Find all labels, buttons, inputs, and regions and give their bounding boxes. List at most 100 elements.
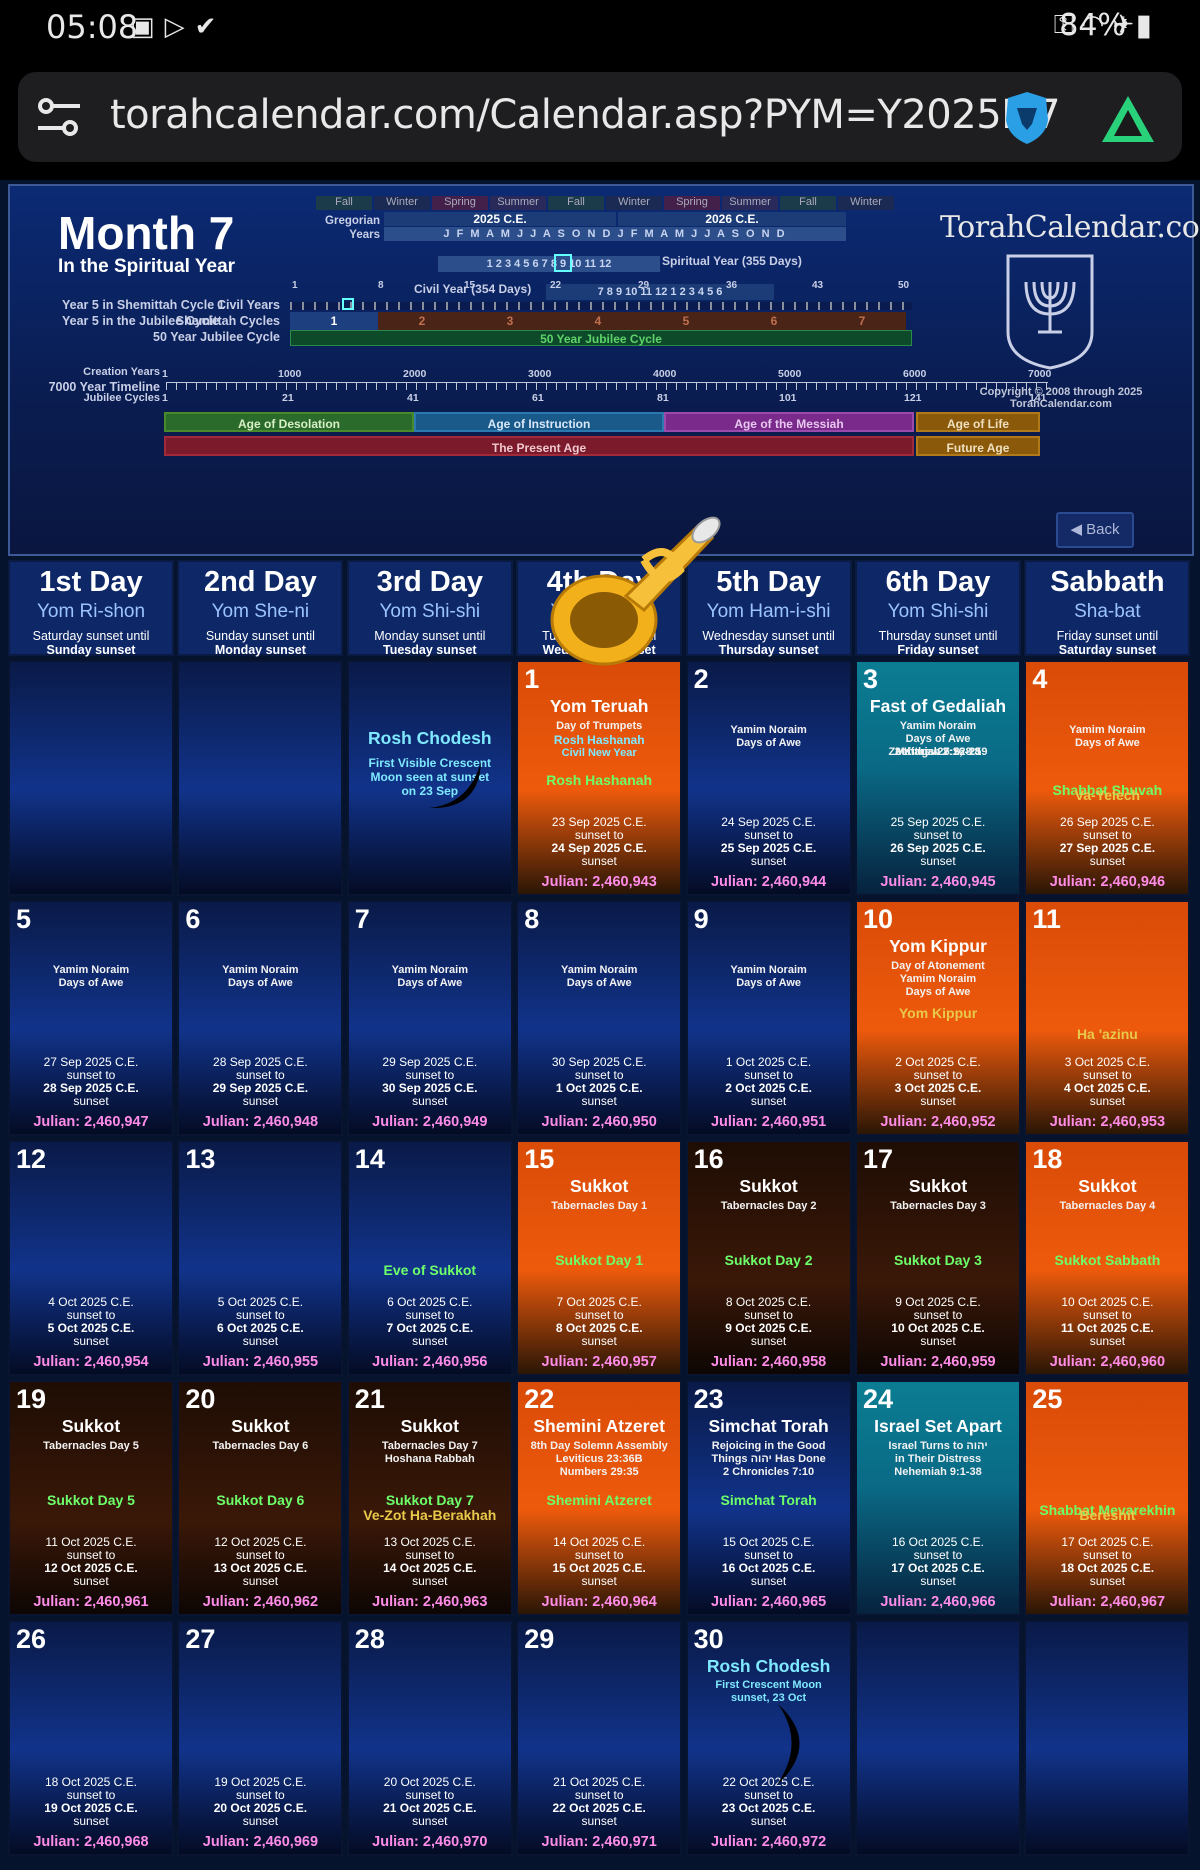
- holiday-subtitle: Tabernacles Day 4: [1059, 1200, 1156, 1212]
- shemittah-cycles-label: Shemittah Cycles: [175, 314, 280, 328]
- weekday-name: 6th Day: [885, 566, 991, 598]
- date-range: 25 Sep 2025 C.E. sunset to 26 Sep 2025 C.E…: [890, 815, 986, 868]
- address-bar[interactable]: torahcalendar.com/Calendar.asp?PYM=Y2025…: [18, 72, 1182, 162]
- day-cell[interactable]: 18 Sukkot Tabernacles Day 4 Sukkot Sabbath 1…: [1024, 1140, 1191, 1376]
- day-number: 3: [863, 664, 879, 694]
- site-settings-icon[interactable]: [34, 92, 84, 142]
- year-tick: 50: [898, 280, 910, 291]
- holiday-subtitle: Yamim Noraim: [730, 724, 807, 736]
- julian-day: Julian: 2,460,964: [541, 1594, 657, 1610]
- empty-day-cell: [1024, 1620, 1191, 1856]
- notification-icons: ▣▷✔: [130, 12, 226, 42]
- day-cell[interactable]: 24 Israel Set Apart Israel Turns to יהוה in…: [855, 1380, 1021, 1616]
- day-cell[interactable]: 17 Sukkot Tabernacles Day 3 Sukkot Day 3 9 O…: [855, 1140, 1021, 1376]
- season-label: Fall: [316, 196, 372, 210]
- date-range: 19 Oct 2025 C.E. sunset to 20 Oct 2025 C.E…: [213, 1775, 308, 1828]
- age-messiah-bar[interactable]: Age of the Messiah: [664, 412, 914, 432]
- day-cell[interactable]: 1 Yom Teruah Day of Trumpets Rosh Hashanah C…: [516, 660, 683, 896]
- day-cell[interactable]: 8 Yamim Noraim Days of Awe 30 Sep 2025 C.E.…: [516, 900, 683, 1136]
- vpn-triangle-icon[interactable]: [1100, 94, 1156, 144]
- season-label: Fall: [780, 196, 836, 210]
- day-cell[interactable]: 12 4 Oct 2025 C.E. sunset to 5 Oct 2025 C.E…: [8, 1140, 174, 1376]
- day-cell[interactable]: 30 Rosh Chodesh First Crescent Moon sunset,…: [685, 1620, 852, 1856]
- day-cell[interactable]: 10 Yom Kippur Day of Atonement Yamim Noraim…: [855, 900, 1021, 1136]
- day-cell[interactable]: 22 Shemini Atzeret 8th Day Solemn Assembly…: [516, 1380, 683, 1616]
- age-instruction-bar[interactable]: Age of Instruction: [414, 412, 664, 432]
- julian-day: Julian: 2,460,947: [33, 1114, 149, 1130]
- day-number: 10: [863, 904, 894, 934]
- julian-day: Julian: 2,460,952: [880, 1114, 996, 1130]
- weekday-hebrew: Yom She-ni: [211, 601, 310, 622]
- observance-label: Sukkot Day 3: [894, 1252, 982, 1268]
- day-cell[interactable]: 4 Yamim Noraim Days of Awe Shabbat Shuvah Va…: [1024, 660, 1191, 896]
- weekday-range: Saturday sunset until Sunday sunset: [32, 629, 150, 657]
- crescent-moon-icon: [428, 762, 481, 809]
- holiday-subtitle: Days of Awe: [736, 977, 801, 989]
- observance-label: Sukkot Day 5: [47, 1492, 135, 1508]
- season-label: Spring: [432, 196, 488, 210]
- day-cell[interactable]: 29 21 Oct 2025 C.E. sunset to 22 Oct 2025 C…: [516, 1620, 683, 1856]
- url-text[interactable]: torahcalendar.com/Calendar.asp?PYM=Y2025…: [110, 92, 1061, 138]
- spiritual-year-label: Spiritual Year (355 Days): [662, 254, 802, 268]
- age-life-bar[interactable]: Age of Life: [916, 412, 1040, 432]
- day-number: 16: [693, 1144, 724, 1174]
- holiday-subtitle: Israel Turns to יהוה: [888, 1440, 988, 1452]
- day-cell[interactable]: 6 Yamim Noraim Days of Awe 28 Sep 2025 C.E.…: [177, 900, 344, 1136]
- julian-day: Julian: 2,460,945: [880, 874, 996, 890]
- holiday-title: Fast of Gedaliah: [869, 696, 1007, 716]
- day-cell[interactable]: 19 Sukkot Tabernacles Day 5 Sukkot Day 5 11 …: [8, 1380, 174, 1616]
- timeline-label: 7000 Year Timeline: [48, 380, 160, 394]
- day-cell[interactable]: 9 Yamim Noraim Days of Awe 1 Oct 2025 C.E. s…: [685, 900, 852, 1136]
- moon-note: First Crescent Moon: [715, 1679, 822, 1691]
- date-range: 20 Oct 2025 C.E. sunset to 21 Oct 2025 C.E…: [383, 1775, 477, 1828]
- day-cell[interactable]: 21 Sukkot Tabernacles Day 7 Hoshana Rabbah S…: [346, 1380, 513, 1616]
- day-cell[interactable]: 20 Sukkot Tabernacles Day 6 Sukkot Day 6 12 …: [177, 1380, 344, 1616]
- holiday-title: Sukkot: [908, 1176, 968, 1196]
- date-range: 7 Oct 2025 C.E. sunset to 8 Oct 2025 C.E. s…: [555, 1295, 643, 1348]
- back-button[interactable]: ◀ Back: [1056, 512, 1134, 548]
- current-month-marker: [554, 254, 572, 272]
- day-cell[interactable]: 7 Yamim Noraim Days of Awe 29 Sep 2025 C.E.…: [346, 900, 513, 1136]
- day-cell[interactable]: 2 Yamim Noraim Days of Awe 24 Sep 2025 C.E.…: [685, 660, 852, 896]
- day-cell[interactable]: 16 Sukkot Tabernacles Day 2 Sukkot Day 2 8 O…: [685, 1140, 852, 1376]
- site-logo[interactable]: TorahCalendar.com: [940, 210, 1200, 245]
- day-cell[interactable]: 25 Shabbat Mevarekhin Bereshit 17 Oct 2025 …: [1024, 1380, 1191, 1616]
- day-cell[interactable]: 23 Simchat Torah Rejoicing in the Good Thin…: [685, 1380, 852, 1616]
- civil-years-scale: [290, 302, 912, 310]
- month-subtitle: In the Spiritual Year: [58, 256, 236, 277]
- day-cell[interactable]: 28 20 Oct 2025 C.E. sunset to 21 Oct 2025 C…: [346, 1620, 513, 1856]
- holiday-subtitle: Yamim Noraim: [391, 964, 468, 976]
- holiday-subtitle: Yamim Noraim: [1069, 724, 1146, 736]
- year-tick: 36: [726, 280, 738, 291]
- date-range: 26 Sep 2025 C.E. sunset to 27 Sep 2025 C.E…: [1059, 815, 1156, 868]
- future-age-bar[interactable]: Future Age: [916, 436, 1040, 456]
- year-tick: 1: [292, 280, 298, 291]
- julian-day: Julian: 2,460,966: [880, 1594, 996, 1610]
- date-range: 24 Sep 2025 C.E. sunset to 25 Sep 2025 C.E…: [720, 815, 817, 868]
- julian-day: Julian: 2,460,948: [202, 1114, 319, 1130]
- day-cell[interactable]: 15 Sukkot Tabernacles Day 1 Sukkot Day 1 7 O…: [516, 1140, 683, 1376]
- day-cell[interactable]: 14 Eve of Sukkot 6 Oct 2025 C.E. sunset to 7…: [346, 1140, 513, 1376]
- rosh-chodesh-cell[interactable]: Rosh Chodesh First Visible Crescent Moon…: [346, 660, 513, 896]
- observance-label: Sukkot Day 2: [724, 1252, 813, 1268]
- torah-portion-label: Va-Yelech: [1074, 787, 1141, 803]
- julian-day: Julian: 2,460,953: [1049, 1114, 1166, 1130]
- holiday-subtitle: Tabernacles Day 3: [890, 1200, 986, 1212]
- day-cell[interactable]: 13 5 Oct 2025 C.E. sunset to 6 Oct 2025 C.E…: [177, 1140, 344, 1376]
- age-desolation-bar[interactable]: Age of Desolation: [164, 412, 414, 432]
- year-tick: 8: [378, 280, 384, 291]
- weekday-hebrew: Sha-bat: [1074, 601, 1141, 622]
- julian-day: Julian: 2,460,972: [710, 1834, 827, 1850]
- day-cell[interactable]: 11 Ha 'azinu 3 Oct 2025 C.E. sunset to 4 Oct…: [1024, 900, 1191, 1136]
- observance-label: Eve of Sukkot: [383, 1262, 477, 1278]
- day-cell[interactable]: 3 Fast of Gedaliah Yamim Noraim Days of Awe…: [855, 660, 1021, 896]
- holiday-subtitle: Hoshana Rabbah: [384, 1453, 475, 1465]
- day-cell[interactable]: 26 18 Oct 2025 C.E. sunset to 19 Oct 2025 C…: [8, 1620, 174, 1856]
- day-number: 30: [693, 1624, 724, 1654]
- date-range: 21 Oct 2025 C.E. sunset to 22 Oct 2025 C.E…: [552, 1775, 646, 1828]
- day-number: 8: [524, 904, 540, 934]
- day-cell[interactable]: 27 19 Oct 2025 C.E. sunset to 20 Oct 2025 C…: [177, 1620, 344, 1856]
- present-age-bar[interactable]: The Present Age: [164, 436, 914, 456]
- day-cell[interactable]: 5 Yamim Noraim Days of Awe 27 Sep 2025 C.E.…: [8, 900, 174, 1136]
- brave-shield-icon[interactable]: [1002, 90, 1052, 146]
